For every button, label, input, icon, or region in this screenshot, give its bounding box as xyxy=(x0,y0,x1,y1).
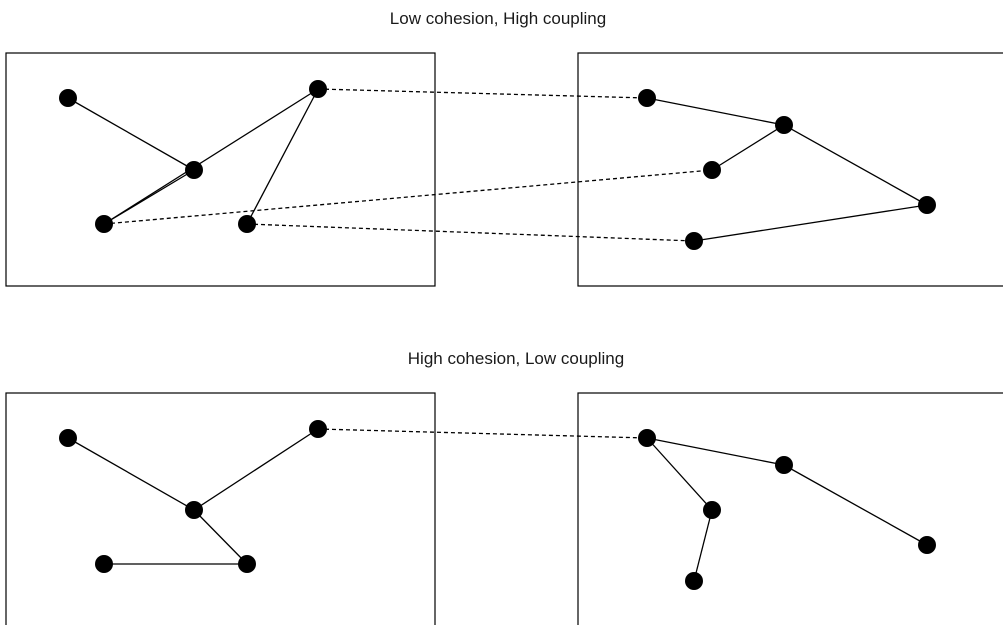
internal-edge xyxy=(67,437,195,511)
node-c2 xyxy=(185,501,203,519)
module-box-left-bottom xyxy=(5,392,436,625)
section-title-high-cohesion: High cohesion, Low coupling xyxy=(408,349,624,368)
node-a4 xyxy=(309,80,327,98)
internal-edge xyxy=(193,428,319,511)
module-box-right-bottom xyxy=(577,392,1003,625)
node-c3 xyxy=(309,420,327,438)
node-d5 xyxy=(685,572,703,590)
node-b2 xyxy=(775,116,793,134)
node-a1 xyxy=(59,89,77,107)
internal-edge xyxy=(646,97,785,126)
node-a5 xyxy=(238,215,256,233)
node-d2 xyxy=(775,456,793,474)
module-nodes xyxy=(59,420,936,590)
internal-edge xyxy=(693,509,713,582)
node-c5 xyxy=(238,555,256,573)
module-box-left-top xyxy=(5,52,436,287)
internal-edge xyxy=(711,124,785,171)
module-box-right-top xyxy=(577,52,1003,287)
node-b3 xyxy=(703,161,721,179)
internal-edge xyxy=(246,88,319,225)
coupling-lines xyxy=(103,88,713,242)
internal-edge xyxy=(693,204,928,242)
internal-edge xyxy=(67,97,195,171)
module-edges xyxy=(67,88,928,242)
coupling-line xyxy=(246,223,695,242)
coupling-lines xyxy=(317,428,648,439)
node-c4 xyxy=(95,555,113,573)
node-b4 xyxy=(918,196,936,214)
node-b5 xyxy=(685,232,703,250)
coupling-line xyxy=(317,428,648,439)
node-d4 xyxy=(918,536,936,554)
node-a2 xyxy=(95,215,113,233)
section-low-cohesion-high-coupling: Low cohesion, High coupling xyxy=(5,9,1003,287)
section-title-low-cohesion: Low cohesion, High coupling xyxy=(390,9,606,28)
coupling-line xyxy=(103,169,713,225)
internal-edge xyxy=(646,437,785,466)
internal-edge xyxy=(193,509,248,565)
node-b1 xyxy=(638,89,656,107)
internal-edge xyxy=(646,437,713,511)
module-edges xyxy=(67,428,928,582)
module-nodes xyxy=(59,80,936,250)
internal-edge xyxy=(783,124,928,206)
node-d1 xyxy=(638,429,656,447)
section-high-cohesion-low-coupling: High cohesion, Low coupling xyxy=(5,349,1003,625)
internal-edge xyxy=(783,464,928,546)
internal-edge xyxy=(103,88,319,225)
node-d3 xyxy=(703,501,721,519)
node-c1 xyxy=(59,429,77,447)
coupling-line xyxy=(317,88,648,99)
node-a3 xyxy=(185,161,203,179)
